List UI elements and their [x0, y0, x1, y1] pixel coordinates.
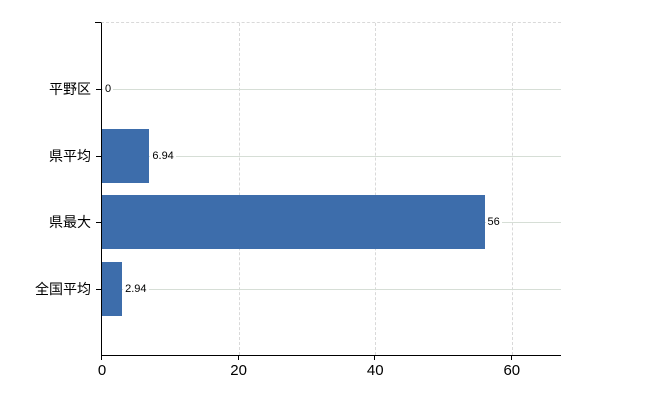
- y-axis-top-tick: [95, 22, 101, 23]
- x-axis-tick: [237, 355, 239, 360]
- bar-value-label: 2.94: [123, 282, 149, 295]
- y-axis-tick: [96, 222, 102, 224]
- x-axis-tick-label: 40: [366, 362, 384, 379]
- bar: [102, 128, 150, 183]
- bar-row-kensaidai: 県最大 56: [49, 189, 561, 255]
- gridline-horizontal: [102, 288, 561, 290]
- category-label: 平野区: [49, 81, 91, 98]
- y-axis-tick: [96, 155, 102, 157]
- x-axis-tick-label: 60: [503, 362, 521, 379]
- bar-row-kenheikin: 県平均 6.94: [49, 123, 561, 189]
- x-axis-tick: [374, 355, 376, 360]
- x-axis-tick-label: 0: [97, 362, 107, 379]
- category-label: 県最大: [49, 214, 91, 231]
- x-axis-tick: [101, 355, 102, 360]
- category-label: 県平均: [49, 147, 91, 164]
- bar-value-label: 0: [103, 83, 114, 96]
- category-label: 全国平均: [35, 280, 91, 297]
- x-axis-tick: [510, 355, 512, 360]
- x-axis-tick-label: 20: [230, 362, 247, 379]
- y-axis-tick: [96, 288, 102, 290]
- bar-value-label: 6.94: [150, 149, 176, 162]
- gridline-vertical-60: [511, 23, 514, 355]
- bar-value-label: 56: [485, 216, 502, 229]
- gridline-horizontal: [102, 89, 561, 91]
- y-axis-tick: [96, 89, 102, 91]
- plot-area: 平野区 0 県平均 6.94 県最大 56 全国平均 2.94: [35, 22, 561, 379]
- gridline-vertical-20: [238, 23, 241, 355]
- bar: [102, 195, 485, 250]
- bar: [102, 261, 123, 316]
- gridline-vertical-40: [375, 23, 377, 355]
- gridline-horizontal: [102, 155, 561, 157]
- bar-row-zenkokuheikin: 全国平均 2.94: [35, 255, 561, 321]
- bar-row-hiranoku: 平野区 0: [49, 56, 561, 122]
